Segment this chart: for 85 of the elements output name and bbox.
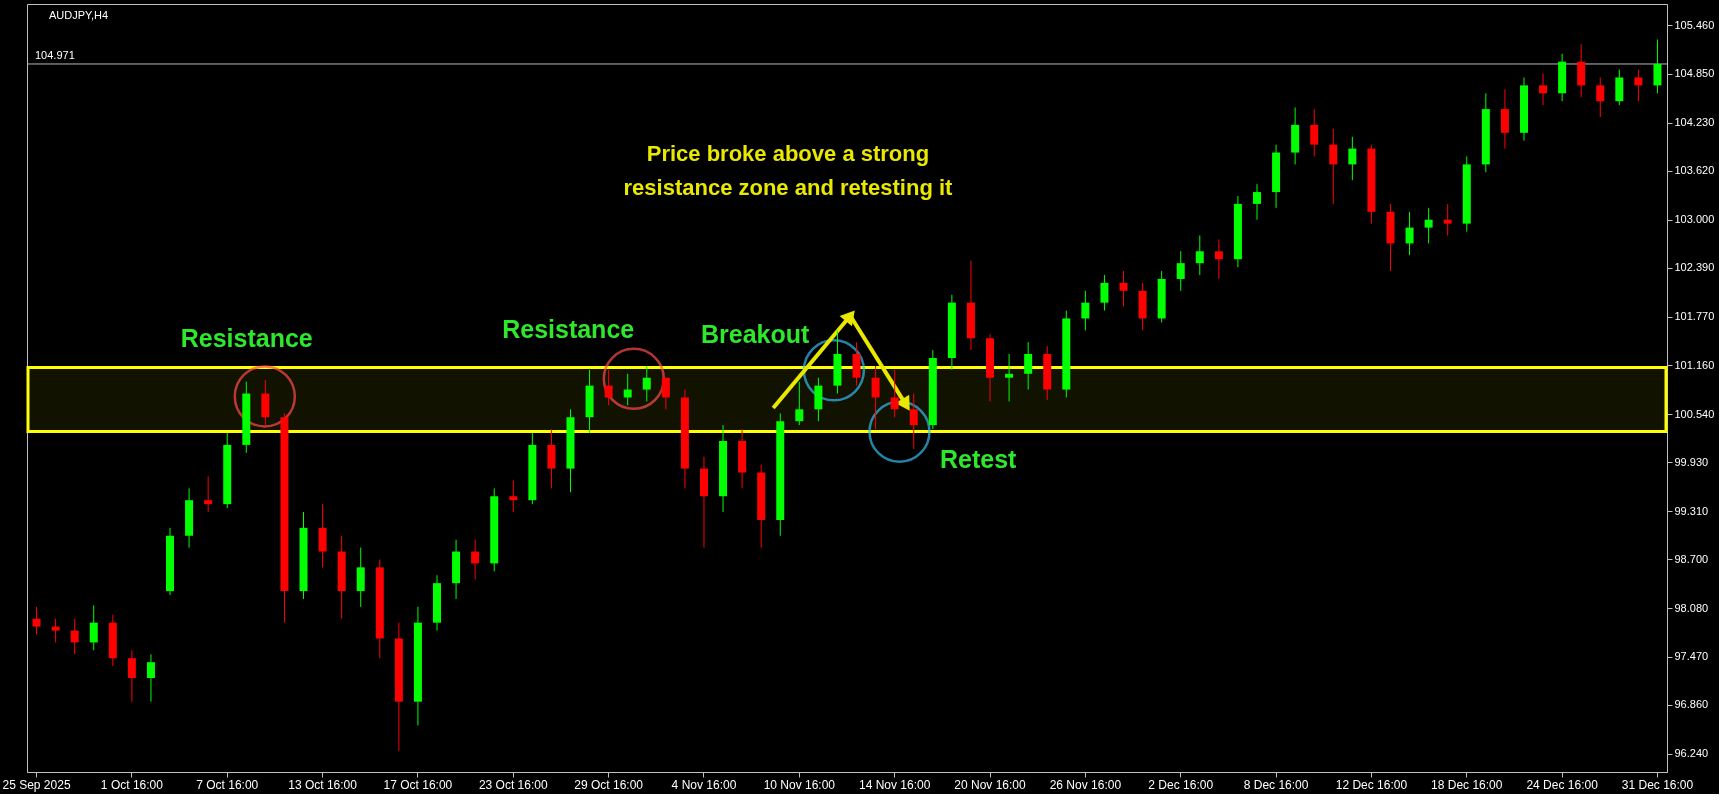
candlestick <box>32 606 41 636</box>
x-tick-label: 13 Oct 16:00 <box>288 777 358 792</box>
y-tick-label: 101.160 <box>1674 358 1715 371</box>
x-tick-label: 1 Oct 16:00 <box>100 777 164 792</box>
candlestick <box>1539 73 1548 106</box>
candlestick <box>318 503 327 568</box>
y-tick-label: 96.860 <box>1674 698 1709 711</box>
x-tick-label: 29 Oct 16:00 <box>574 777 644 792</box>
candlestick <box>1253 183 1261 221</box>
annotation: Retest <box>939 445 1018 474</box>
annotation: Price broke above a strong resistance zone and retesting it <box>623 140 954 200</box>
x-tick-label: 20 Nov 16:00 <box>954 777 1027 792</box>
candlestick <box>1214 238 1223 280</box>
y-tick-label: 96.240 <box>1674 747 1709 760</box>
candlestick <box>1005 353 1014 402</box>
candlestick <box>89 604 98 651</box>
x-tick-label: 24 Dec 16:00 <box>1526 777 1599 792</box>
candlestick <box>1424 207 1433 244</box>
y-tick-label: 98.700 <box>1674 552 1709 565</box>
x-tick-label: 10 Nov 16:00 <box>763 777 836 792</box>
candlestick <box>1500 88 1509 150</box>
candlestick <box>1596 76 1605 118</box>
y-tick-label: 97.470 <box>1674 650 1709 663</box>
candlestick <box>871 365 880 430</box>
candlestick <box>1615 69 1624 106</box>
candlestick <box>204 475 213 513</box>
y-tick-label: 105.460 <box>1674 18 1715 31</box>
x-tick-label: 2 Dec 16:00 <box>1148 777 1214 792</box>
x-tick-label: 14 Nov 16:00 <box>858 777 931 792</box>
x-tick-label: 26 Nov 16:00 <box>1049 777 1122 792</box>
chart-title: AUDJPY,H4 <box>49 9 109 21</box>
candlestick <box>1329 128 1338 205</box>
y-tick-label: 98.080 <box>1674 601 1709 614</box>
candlestick <box>356 547 365 608</box>
candlestick <box>127 649 136 703</box>
annotation: Resistance <box>180 323 313 352</box>
x-tick-label: 17 Oct 16:00 <box>383 777 453 792</box>
candlestick <box>604 369 613 406</box>
y-tick-label: 103.620 <box>1674 164 1715 177</box>
candlestick <box>814 377 823 422</box>
candlestick <box>1024 341 1033 391</box>
y-tick-label: 100.540 <box>1674 407 1715 420</box>
candlestick <box>509 479 518 513</box>
candlestick <box>1081 290 1090 331</box>
candlestick <box>909 393 918 450</box>
candlestick <box>1310 108 1319 157</box>
candlestick <box>1443 203 1452 237</box>
candlestick <box>1195 235 1204 276</box>
candlestick <box>1100 274 1109 312</box>
y-tick-label: 102.390 <box>1674 261 1715 274</box>
candlestick <box>1119 270 1128 308</box>
candlestick <box>890 369 899 418</box>
y-tick-label: 99.310 <box>1674 504 1709 517</box>
candlestick <box>795 381 804 426</box>
y-tick-label: 103.000 <box>1674 213 1715 226</box>
y-tick-label: 104.850 <box>1674 67 1715 80</box>
x-tick-label: 23 Oct 16:00 <box>478 777 548 792</box>
x-tick-label: 12 Dec 16:00 <box>1335 777 1408 792</box>
x-tick-label: 8 Dec 16:00 <box>1243 777 1309 792</box>
candlestick <box>1348 136 1357 181</box>
x-tick-label: 18 Dec 16:00 <box>1431 777 1503 792</box>
y-tick-label: 101.770 <box>1674 310 1715 323</box>
candlestick <box>1577 43 1586 98</box>
annotation: Resistance <box>502 314 635 343</box>
candlestick <box>661 377 670 410</box>
candlestick <box>70 618 79 655</box>
y-tick-label: 104.230 <box>1674 116 1715 129</box>
candlestick <box>261 379 270 426</box>
candlestick <box>547 428 556 489</box>
annotation: Breakout <box>700 320 811 349</box>
x-tick-label: 7 Oct 16:00 <box>196 777 259 792</box>
candlestick <box>146 653 155 703</box>
candlestick <box>471 539 480 580</box>
candlestick <box>51 618 60 643</box>
candlestick <box>1405 211 1414 256</box>
candlestick <box>1653 39 1662 94</box>
x-tick-label: 4 Nov 16:00 <box>671 777 737 792</box>
candlestick <box>852 341 861 387</box>
candlestick <box>1176 250 1185 292</box>
candlestick <box>642 365 651 402</box>
ref-line-label: 104.971 <box>35 48 75 61</box>
y-tick-label: 99.930 <box>1674 455 1709 468</box>
candlestick <box>1634 69 1643 102</box>
x-tick-label: 31 Dec 16:00 <box>1621 777 1694 792</box>
x-tick-label: 25 Sep 2025 <box>2 777 71 792</box>
